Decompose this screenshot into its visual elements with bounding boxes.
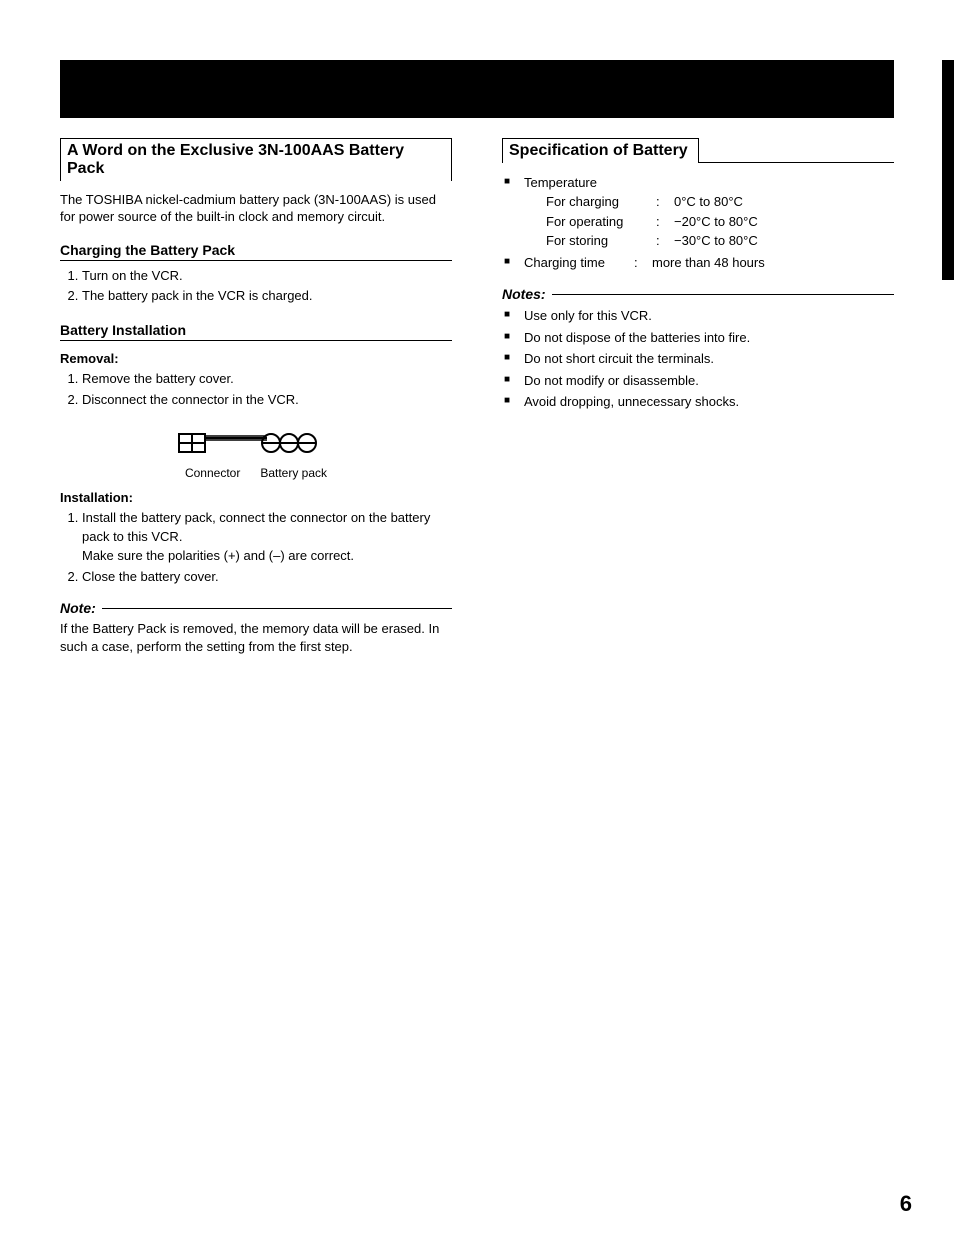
installation-steps: Install the battery pack, connect the co… [60,509,452,586]
removal-label: Removal: [60,351,452,366]
colon: : [656,192,674,212]
table-row: For charging : 0°C to 80°C [546,192,894,212]
colon: : [656,212,674,232]
note-rule [102,608,452,609]
note-text: If the Battery Pack is removed, the memo… [60,620,452,655]
spec-value: 0°C to 80°C [674,192,894,212]
list-item: Install the battery pack, connect the co… [82,509,452,566]
whitespace-filler [40,661,914,1201]
section-title-box: Specification of Battery [502,138,894,163]
page-number: 6 [900,1191,912,1217]
temperature-table: For charging : 0°C to 80°C For operating… [546,192,894,251]
scan-edge-artifact [942,60,954,280]
list-item: Remove the battery cover. [82,370,452,389]
list-item: Disconnect the connector in the VCR. [82,391,452,410]
connector-battery-diagram: Connector Battery pack [60,424,452,480]
spec-label: For storing [546,231,656,251]
temperature-label: Temperature [524,175,597,190]
spec-label: For operating [546,212,656,232]
list-item: Close the battery cover. [82,568,452,587]
spec-label: For charging [546,192,656,212]
header-black-bar [60,60,894,118]
section-title-box: A Word on the Exclusive 3N-100AAS Batter… [60,138,452,181]
list-item: Do not dispose of the batteries into fir… [502,328,894,348]
notes-heading: Notes: [502,286,894,302]
note-heading: Note: [60,600,452,616]
list-item: Turn on the VCR. [82,267,452,286]
list-item: Avoid dropping, unnecessary shocks. [502,392,894,412]
left-column: A Word on the Exclusive 3N-100AAS Batter… [60,138,452,661]
charging-heading: Charging the Battery Pack [60,242,452,261]
battery-label: Battery pack [260,466,327,480]
intro-text: The TOSHIBA nickel-cadmium battery pack … [60,191,452,226]
spec-list: Temperature For charging : 0°C to 80°C F… [502,173,894,273]
spec-value: more than 48 hours [652,253,894,273]
spec-charging-time: Charging time : more than 48 hours [502,253,894,273]
two-column-layout: A Word on the Exclusive 3N-100AAS Batter… [40,138,914,661]
spec-label: Charging time [524,253,634,273]
installation-label: Installation: [60,490,452,505]
list-item: Use only for this VCR. [502,306,894,326]
spec-value: −30°C to 80°C [674,231,894,251]
table-row: For storing : −30°C to 80°C [546,231,894,251]
list-item: Do not short circuit the terminals. [502,349,894,369]
install-heading: Battery Installation [60,322,452,341]
table-row: Charging time : more than 48 hours [524,253,894,273]
manual-page: A Word on the Exclusive 3N-100AAS Batter… [0,0,954,1241]
removal-steps: Remove the battery cover. Disconnect the… [60,370,452,410]
list-item: Do not modify or disassemble. [502,371,894,391]
spec-temperature: Temperature For charging : 0°C to 80°C F… [502,173,894,251]
spec-value: −20°C to 80°C [674,212,894,232]
diagram-svg [171,424,341,464]
diagram-labels: Connector Battery pack [60,466,452,480]
list-item: The battery pack in the VCR is charged. [82,287,452,306]
notes-rule [552,294,894,295]
note-label: Note: [60,600,96,616]
colon: : [656,231,674,251]
notes-label: Notes: [502,286,546,302]
section-title: A Word on the Exclusive 3N-100AAS Batter… [60,138,452,181]
right-column: Specification of Battery Temperature For… [502,138,894,661]
connector-label: Connector [185,466,240,480]
charging-steps: Turn on the VCR. The battery pack in the… [60,267,452,307]
section-title: Specification of Battery [502,138,699,163]
colon: : [634,253,652,273]
notes-list: Use only for this VCR. Do not dispose of… [502,306,894,412]
table-row: For operating : −20°C to 80°C [546,212,894,232]
